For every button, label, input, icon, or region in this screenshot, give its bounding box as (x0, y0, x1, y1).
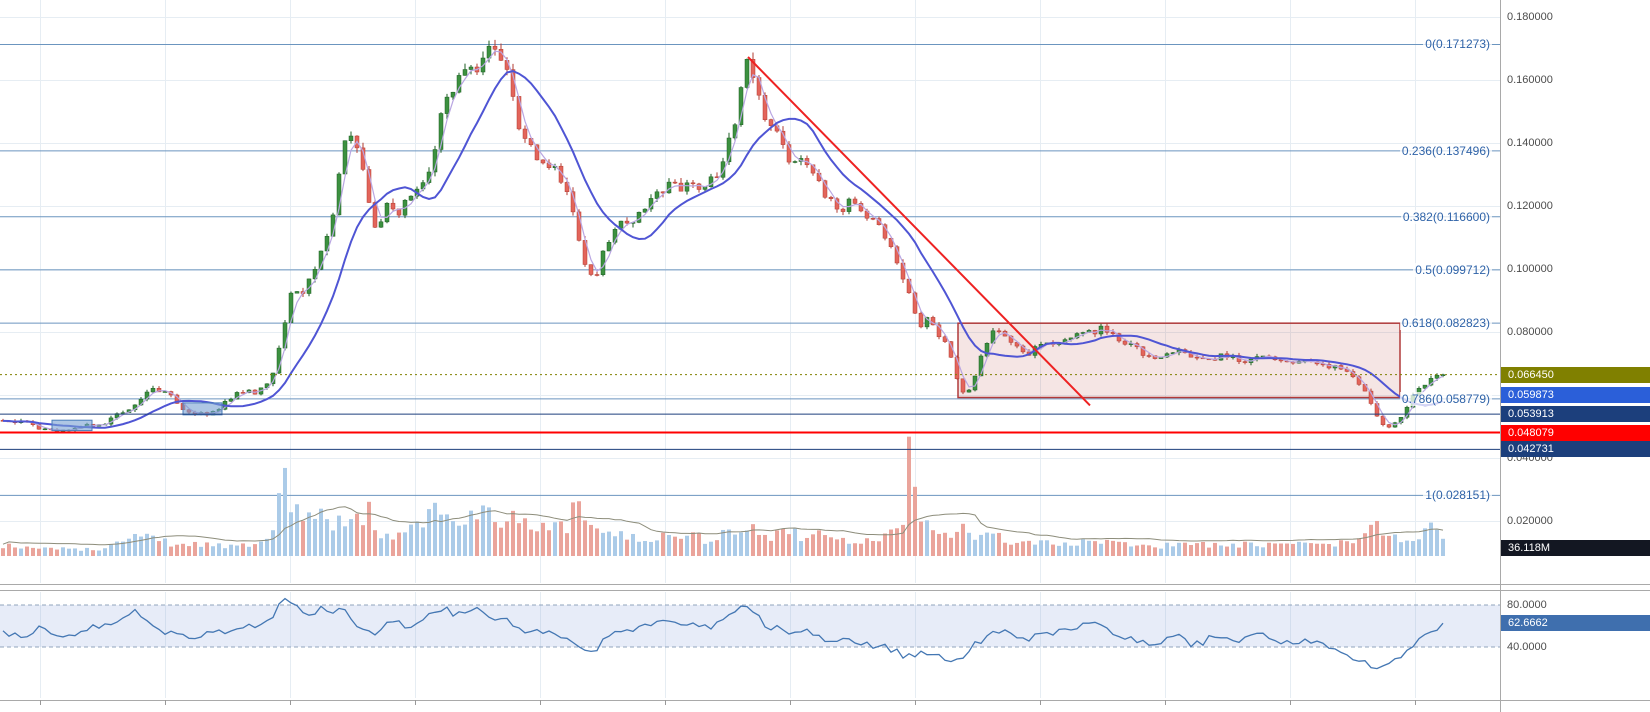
time-axis[interactable] (0, 701, 1650, 712)
ma-fast-line[interactable] (2, 50, 1444, 432)
rsi-band (0, 605, 1500, 647)
volume-bars (1, 436, 1445, 556)
rsi-line (2, 597, 1444, 670)
pane-divider[interactable] (0, 583, 1650, 591)
volume-ma-line (2, 506, 1444, 546)
price-axis[interactable] (1501, 0, 1650, 700)
ma-slow-line[interactable] (2, 70, 1444, 429)
drawn-rectangle[interactable] (51, 419, 93, 432)
drawn-rectangle[interactable] (182, 402, 223, 416)
fib-retracement-lines[interactable] (0, 43, 1500, 496)
channel-box[interactable] (957, 322, 1401, 399)
trendline[interactable] (747, 56, 1091, 407)
